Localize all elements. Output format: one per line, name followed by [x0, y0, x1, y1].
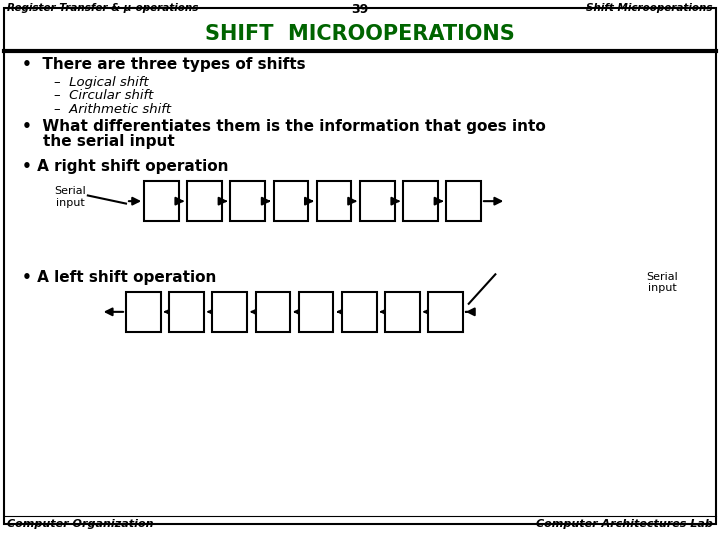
Text: SHIFT  MICROOPERATIONS: SHIFT MICROOPERATIONS — [205, 24, 515, 44]
Bar — [317, 181, 351, 221]
Bar — [403, 181, 438, 221]
Text: Shift Microoperations: Shift Microoperations — [586, 3, 713, 14]
Bar — [169, 292, 204, 332]
Text: Serial
input: Serial input — [55, 186, 86, 208]
Bar — [360, 181, 395, 221]
Bar — [144, 181, 179, 221]
Text: –  Circular shift: – Circular shift — [54, 89, 153, 102]
Bar — [187, 181, 222, 221]
Text: •  There are three types of shifts: • There are three types of shifts — [22, 57, 305, 72]
Bar — [126, 292, 161, 332]
Bar — [342, 292, 377, 332]
Text: –  Logical shift: – Logical shift — [54, 76, 148, 89]
Bar — [428, 292, 463, 332]
Bar — [230, 181, 265, 221]
Bar — [274, 181, 308, 221]
Text: 39: 39 — [351, 3, 369, 16]
Text: Computer Architectures Lab: Computer Architectures Lab — [536, 519, 713, 530]
Text: Computer Organization: Computer Organization — [7, 519, 153, 530]
Bar — [385, 292, 420, 332]
Bar — [212, 292, 247, 332]
Text: Serial
input: Serial input — [647, 272, 678, 293]
Bar — [299, 292, 333, 332]
Bar — [256, 292, 290, 332]
Text: Register Transfer & μ-operations: Register Transfer & μ-operations — [7, 3, 199, 14]
Text: • A left shift operation: • A left shift operation — [22, 270, 216, 285]
Bar — [446, 181, 481, 221]
Text: •  What differentiates them is the information that goes into: • What differentiates them is the inform… — [22, 119, 545, 134]
Text: –  Arithmetic shift: – Arithmetic shift — [54, 103, 171, 116]
Text: the serial input: the serial input — [22, 134, 174, 149]
Text: • A right shift operation: • A right shift operation — [22, 159, 228, 174]
